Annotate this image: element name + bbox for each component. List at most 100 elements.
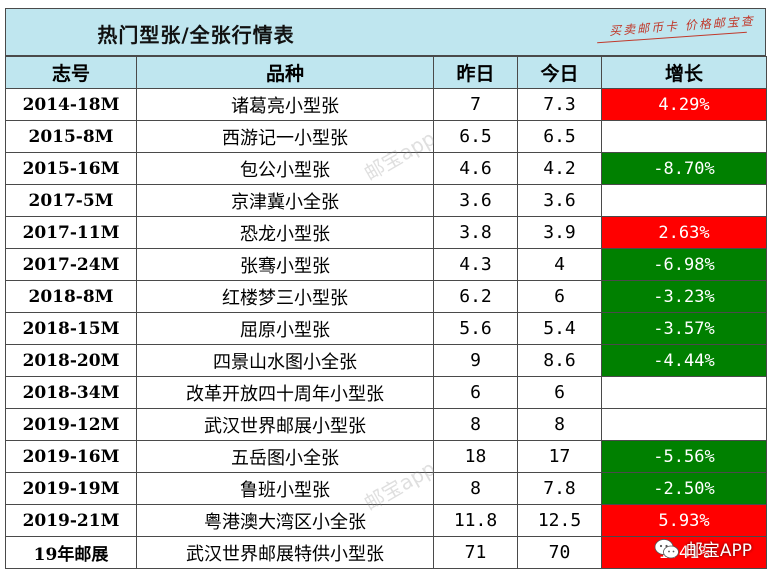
cell-change: -8.70%	[601, 152, 767, 185]
cell-name: 改革开放四十周年小型张	[136, 376, 434, 409]
cell-code: 2019-12M	[5, 408, 137, 441]
cell-name: 四景山水图小全张	[136, 344, 434, 377]
cell-name: 张骞小型张	[136, 248, 434, 281]
table-body: 2014-18M 诸葛亮小型张 7 7.3 4.29% 2015-8M 西游记一小型张 6.5…	[5, 88, 767, 569]
cell-today: 8.6	[517, 344, 602, 377]
price-table: 志号 品种 昨日 今日 增长 2014-18M 诸葛亮小型张 7 7.3 4.29% 20…	[5, 56, 767, 569]
col-header-code: 志号	[5, 56, 137, 89]
cell-name: 西游记一小型张	[136, 120, 434, 153]
cell-code: 2019-21M	[5, 504, 137, 537]
cell-yesterday: 8	[433, 472, 518, 505]
slogan: 买卖邮币卡 价格邮宝查	[608, 13, 756, 39]
cell-change: -3.57%	[601, 312, 767, 345]
wechat-icon	[654, 538, 679, 558]
cell-code: 2015-16M	[5, 152, 137, 185]
cell-yesterday: 4.6	[433, 152, 518, 185]
table-row: 2018-20M 四景山水图小全张 9 8.6 -4.44%	[5, 344, 767, 377]
table-row: 2017-5M 京津冀小全张 3.6 3.6	[5, 184, 767, 217]
table-row: 2018-15M 屈原小型张 5.6 5.4 -3.57%	[5, 312, 767, 345]
cell-name: 武汉世界邮展特供小型张	[136, 536, 434, 569]
col-header-today: 今日	[517, 56, 602, 89]
cell-change	[601, 184, 767, 217]
app-badge: 邮宝APP	[654, 536, 752, 561]
table-row: 2015-16M 包公小型张 4.6 4.2 -8.70%	[5, 152, 767, 185]
cell-today: 6	[517, 376, 602, 409]
cell-today: 3.6	[517, 184, 602, 217]
cell-today: 4.2	[517, 152, 602, 185]
table-row: 2018-34M 改革开放四十周年小型张 6 6	[5, 376, 767, 409]
cell-yesterday: 6	[433, 376, 518, 409]
cell-today: 4	[517, 248, 602, 281]
cell-code: 2017-11M	[5, 216, 137, 249]
cell-change	[601, 376, 767, 409]
cell-code: 2017-24M	[5, 248, 137, 281]
cell-code: 2018-34M	[5, 376, 137, 409]
cell-today: 70	[517, 536, 602, 569]
cell-today: 3.9	[517, 216, 602, 249]
table-row: 19年邮展 武汉世界邮展特供小型张 71 70 1.41%	[5, 536, 767, 569]
cell-yesterday: 9	[433, 344, 518, 377]
table-row: 2015-8M 西游记一小型张 6.5 6.5	[5, 120, 767, 153]
cell-code: 2017-5M	[5, 184, 137, 217]
cell-code: 2018-15M	[5, 312, 137, 345]
cell-code: 19年邮展	[5, 536, 137, 569]
cell-name: 粤港澳大湾区小全张	[136, 504, 434, 537]
cell-yesterday: 3.6	[433, 184, 518, 217]
cell-change: 1.41%	[601, 536, 767, 569]
cell-today: 17	[517, 440, 602, 473]
col-header-name: 品种	[136, 56, 434, 89]
cell-yesterday: 18	[433, 440, 518, 473]
cell-code: 2018-8M	[5, 280, 137, 313]
cell-yesterday: 11.8	[433, 504, 518, 537]
cell-name: 屈原小型张	[136, 312, 434, 345]
cell-name: 红楼梦三小型张	[136, 280, 434, 313]
cell-today: 7.8	[517, 472, 602, 505]
cell-yesterday: 6.5	[433, 120, 518, 153]
cell-today: 12.5	[517, 504, 602, 537]
table-row: 2019-19M 鲁班小型张 8 7.8 -2.50%	[5, 472, 767, 505]
cell-today: 6.5	[517, 120, 602, 153]
cell-name: 恐龙小型张	[136, 216, 434, 249]
cell-change	[601, 408, 767, 441]
cell-yesterday: 5.6	[433, 312, 518, 345]
cell-change: -6.98%	[601, 248, 767, 281]
col-header-yesterday: 昨日	[433, 56, 518, 89]
cell-code: 2018-20M	[5, 344, 137, 377]
cell-change: -4.44%	[601, 344, 767, 377]
cell-yesterday: 4.3	[433, 248, 518, 281]
cell-name: 包公小型张	[136, 152, 434, 185]
cell-change: 4.29%	[601, 88, 767, 121]
app-badge-label: 邮宝APP	[685, 541, 752, 561]
header-row: 志号 品种 昨日 今日 增长	[5, 56, 767, 89]
col-header-change: 增长	[601, 56, 767, 89]
cell-name: 京津冀小全张	[136, 184, 434, 217]
cell-name: 鲁班小型张	[136, 472, 434, 505]
table-row: 2017-24M 张骞小型张 4.3 4 -6.98%	[5, 248, 767, 281]
table-row: 2017-11M 恐龙小型张 3.8 3.9 2.63%	[5, 216, 767, 249]
cell-code: 2014-18M	[5, 88, 137, 121]
cell-code: 2019-16M	[5, 440, 137, 473]
cell-today: 6	[517, 280, 602, 313]
cell-today: 5.4	[517, 312, 602, 345]
table-row: 2019-16M 五岳图小全张 18 17 -5.56%	[5, 440, 767, 473]
sheet-title: 热门型张/全张行情表	[97, 23, 295, 47]
cell-yesterday: 3.8	[433, 216, 518, 249]
cell-yesterday: 7	[433, 88, 518, 121]
cell-name: 诸葛亮小型张	[136, 88, 434, 121]
cell-change: 2.63%	[601, 216, 767, 249]
cell-change: -3.23%	[601, 280, 767, 313]
table-row: 2018-8M 红楼梦三小型张 6.2 6 -3.23%	[5, 280, 767, 313]
table-row: 2019-21M 粤港澳大湾区小全张 11.8 12.5 5.93%	[5, 504, 767, 537]
cell-change: 5.93%	[601, 504, 767, 537]
cell-today: 8	[517, 408, 602, 441]
table-row: 2014-18M 诸葛亮小型张 7 7.3 4.29%	[5, 88, 767, 121]
cell-today: 7.3	[517, 88, 602, 121]
cell-name: 武汉世界邮展小型张	[136, 408, 434, 441]
cell-yesterday: 71	[433, 536, 518, 569]
cell-name: 五岳图小全张	[136, 440, 434, 473]
cell-yesterday: 8	[433, 408, 518, 441]
cell-change: -2.50%	[601, 472, 767, 505]
quote-sheet: 热门型张/全张行情表 买卖邮币卡 价格邮宝查 志号 品种 昨日 今日 增长 20…	[5, 8, 767, 571]
cell-code: 2015-8M	[5, 120, 137, 153]
cell-change	[601, 120, 767, 153]
